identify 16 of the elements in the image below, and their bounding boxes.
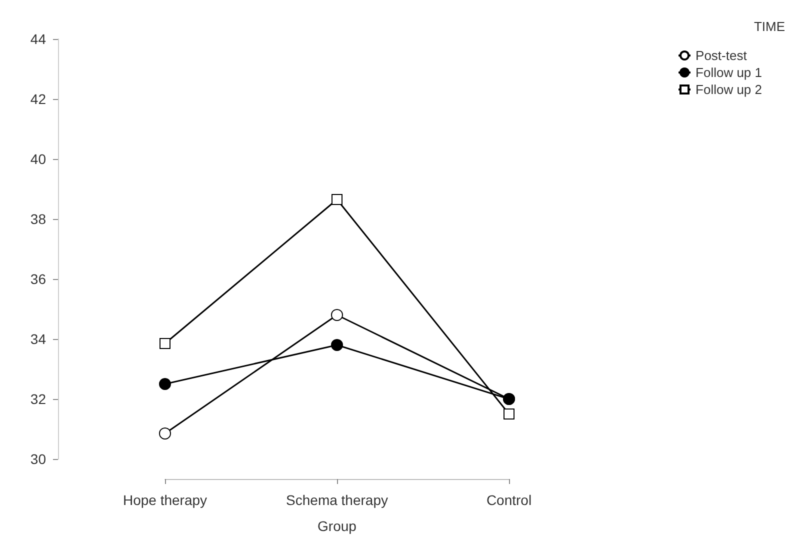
y-tick-label: 30 <box>30 451 46 467</box>
y-tick-label: 36 <box>30 271 46 287</box>
legend-label: Post-test <box>696 48 748 63</box>
x-tick-label: Control <box>486 492 532 508</box>
y-tick-label: 42 <box>30 91 46 107</box>
x-axis-title: Group <box>318 518 357 534</box>
y-tick-label: 40 <box>30 151 46 167</box>
y-tick-label: 32 <box>30 391 46 407</box>
legend-label: Follow up 1 <box>696 65 762 80</box>
x-tick-label: Schema therapy <box>286 492 388 508</box>
legend-label: Follow up 2 <box>696 82 762 97</box>
y-tick-label: 34 <box>30 331 46 347</box>
y-tick-label: 44 <box>30 31 46 47</box>
x-tick-label: Hope therapy <box>122 492 208 508</box>
legend-title: TIME <box>754 19 786 34</box>
y-tick-label: 38 <box>30 211 46 227</box>
